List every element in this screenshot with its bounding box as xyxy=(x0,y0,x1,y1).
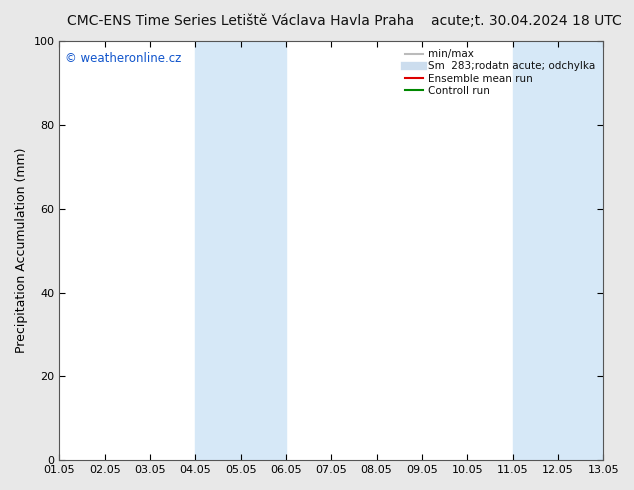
Text: CMC-ENS Time Series Letiště Václava Havla Praha: CMC-ENS Time Series Letiště Václava Havl… xyxy=(67,14,415,28)
Y-axis label: Precipitation Accumulation (mm): Precipitation Accumulation (mm) xyxy=(15,148,28,353)
Bar xyxy=(195,41,286,460)
Text: acute;t. 30.04.2024 18 UTC: acute;t. 30.04.2024 18 UTC xyxy=(430,14,621,28)
Text: © weatheronline.cz: © weatheronline.cz xyxy=(65,51,181,65)
Bar xyxy=(512,41,603,460)
Legend: min/max, Sm  283;rodatn acute; odchylka, Ensemble mean run, Controll run: min/max, Sm 283;rodatn acute; odchylka, … xyxy=(401,46,598,99)
